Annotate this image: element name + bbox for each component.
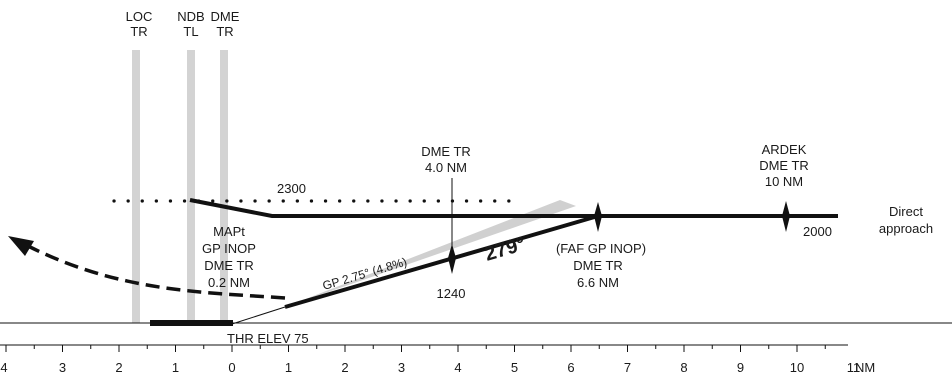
axis-tick-label: 1 <box>285 360 292 373</box>
runway <box>150 320 233 326</box>
axis-tick-label: 9 <box>737 360 744 373</box>
glidepath-line <box>284 214 599 309</box>
axis-tick-label: 6 <box>567 360 574 373</box>
procedure-path-platform <box>189 198 838 218</box>
axis-tick-label: 1 <box>172 360 179 373</box>
ndb-vertical-bar <box>187 50 195 323</box>
dme-tr-label: TR <box>216 24 233 39</box>
faf-distance: 6.6 NM <box>577 275 619 290</box>
dme-4nm-distance: 4.0 NM <box>425 160 467 175</box>
axis-tick-label: 4 <box>0 360 7 373</box>
dme-label: DME <box>211 9 240 24</box>
ardek-dme-label: DME TR <box>759 158 809 173</box>
altitude-1240-label: 1240 <box>437 286 466 301</box>
mapt-label: MAPt <box>213 224 245 239</box>
loc-tr-label: TR <box>130 24 147 39</box>
axis-tick-label: 3 <box>398 360 405 373</box>
altitude-2000-label: 2000 <box>803 224 832 239</box>
axis-tick-label: 2 <box>341 360 348 373</box>
faf-dme-tr: DME TR <box>573 258 623 273</box>
approach-label: approach <box>879 221 933 236</box>
axis-tick-label: 11 <box>847 360 861 373</box>
ndb-tl-label: TL <box>183 24 198 39</box>
ndb-label: NDB <box>177 9 204 24</box>
ardek-distance: 10 NM <box>765 174 803 189</box>
dme-vertical-bar <box>220 50 228 323</box>
mapt-gp-inop: GP INOP <box>202 241 256 256</box>
threshold-connector-line <box>231 306 286 325</box>
distance-axis-labels: 4 3 2 1 0 1 2 3 4 5 6 7 8 9 10 11 <box>0 360 860 373</box>
threshold-elevation-label: THR ELEV 75 <box>227 331 309 346</box>
axis-tick-label: 0 <box>228 360 235 373</box>
ardek-label: ARDEK <box>762 142 807 157</box>
axis-tick-label: 8 <box>680 360 687 373</box>
gp-check-1240-fix-diamond <box>448 244 456 274</box>
direct-label: Direct <box>889 204 923 219</box>
axis-tick-label: 7 <box>624 360 631 373</box>
faf-label: (FAF GP INOP) <box>556 241 646 256</box>
mapt-dme-tr: DME TR <box>204 258 254 273</box>
missed-approach-path <box>27 244 286 300</box>
axis-tick-label: 2 <box>115 360 122 373</box>
axis-tick-label: 10 <box>790 360 804 373</box>
mapt-distance: 0.2 NM <box>208 275 250 290</box>
missed-approach-arrowhead <box>8 236 34 256</box>
loc-vertical-bar <box>132 50 140 323</box>
loc-label: LOC <box>126 9 153 24</box>
distance-axis-ticks <box>5 345 826 352</box>
course-label: 279° <box>482 233 528 266</box>
ardek-fix-diamond <box>782 201 790 232</box>
dme-4nm-title: DME TR <box>421 144 471 159</box>
axis-tick-label: 3 <box>59 360 66 373</box>
axis-unit-label: NM <box>855 360 875 373</box>
faf-fix-diamond <box>594 202 602 232</box>
axis-tick-label: 4 <box>454 360 461 373</box>
altitude-2300-label: 2300 <box>277 181 306 196</box>
glidepath-shaded-area <box>285 200 576 307</box>
axis-tick-label: 5 <box>511 360 518 373</box>
